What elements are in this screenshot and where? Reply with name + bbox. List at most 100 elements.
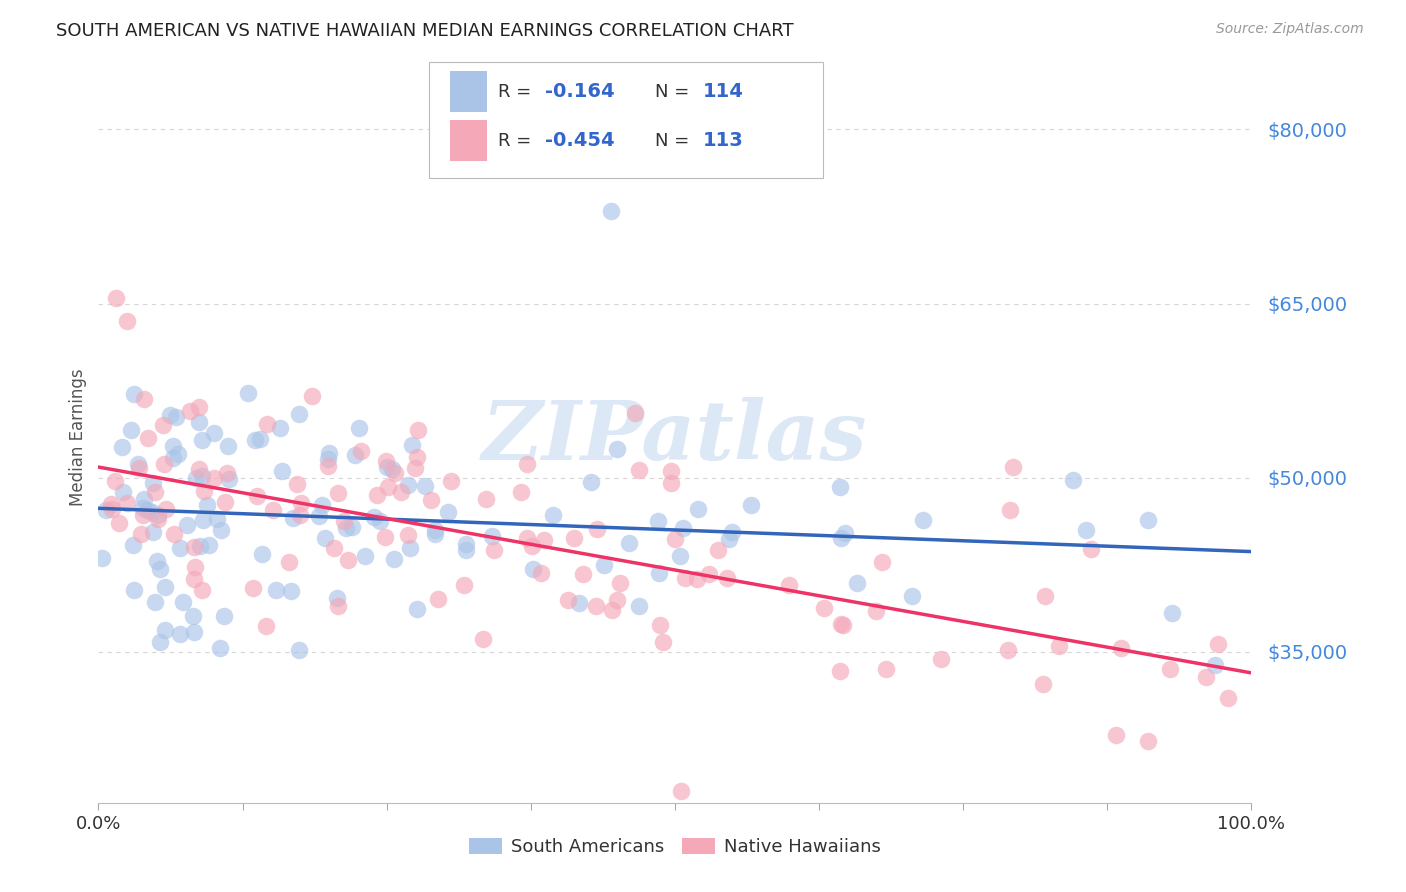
Point — [609, 576, 631, 591]
Point — [384, 466, 406, 480]
Point — [1137, 734, 1160, 748]
Point — [122, 582, 145, 597]
Point — [831, 618, 853, 632]
Point — [288, 407, 311, 421]
Point — [149, 562, 172, 576]
Point — [183, 540, 205, 554]
Point — [454, 536, 477, 550]
Point — [217, 439, 239, 453]
Point — [406, 423, 429, 437]
Point — [188, 540, 211, 554]
Point — [288, 508, 311, 523]
Point — [1159, 662, 1181, 676]
Point — [659, 463, 682, 477]
Point — [707, 542, 730, 557]
Point — [377, 480, 399, 494]
Point — [1109, 641, 1132, 656]
Point — [875, 662, 897, 676]
Point — [132, 392, 155, 406]
Point — [1206, 636, 1229, 650]
Point — [929, 652, 952, 666]
Point — [122, 538, 145, 552]
Point — [474, 491, 496, 506]
Bar — [450, 71, 486, 112]
Point — [865, 604, 887, 618]
Point — [245, 433, 267, 447]
Point — [350, 444, 373, 458]
Text: 113: 113 — [703, 131, 744, 150]
Point — [426, 591, 449, 606]
Point — [214, 494, 236, 508]
Point — [652, 635, 675, 649]
Point — [870, 555, 893, 569]
Point — [172, 595, 194, 609]
Point — [209, 523, 232, 537]
Point — [389, 485, 412, 500]
Point — [673, 571, 696, 585]
Point — [672, 521, 695, 535]
Point — [153, 580, 176, 594]
Point — [374, 530, 396, 544]
Point — [998, 502, 1021, 516]
Point — [165, 409, 187, 424]
Point — [717, 533, 740, 547]
Point — [141, 505, 163, 519]
Point — [647, 566, 669, 580]
Point — [129, 527, 152, 541]
Point — [453, 578, 475, 592]
Point — [382, 552, 405, 566]
Point — [1216, 690, 1239, 705]
Point — [212, 608, 235, 623]
Point — [436, 505, 458, 519]
Bar — [450, 120, 486, 161]
Point — [1047, 639, 1070, 653]
Point — [100, 497, 122, 511]
Point — [720, 524, 742, 539]
Text: -0.164: -0.164 — [546, 82, 614, 101]
Point — [543, 508, 565, 523]
Point — [669, 549, 692, 563]
Point — [404, 461, 426, 475]
Point — [326, 591, 349, 606]
Point — [128, 460, 150, 475]
Point — [195, 498, 218, 512]
Point — [336, 553, 359, 567]
Point — [249, 432, 271, 446]
Point — [1080, 542, 1102, 557]
Point — [314, 531, 336, 545]
Point — [396, 528, 419, 542]
Point — [256, 417, 278, 431]
Point — [381, 462, 404, 476]
Point — [340, 519, 363, 533]
Point — [564, 531, 586, 545]
Point — [138, 431, 160, 445]
Point — [187, 461, 209, 475]
Point — [143, 595, 166, 609]
Point — [90, 550, 112, 565]
Text: Source: ZipAtlas.com: Source: ZipAtlas.com — [1216, 22, 1364, 37]
Point — [423, 523, 446, 537]
Point — [269, 421, 291, 435]
Point — [142, 525, 165, 540]
Point — [572, 567, 595, 582]
Point — [1136, 513, 1159, 527]
Point — [132, 508, 155, 523]
Point — [142, 475, 165, 490]
Text: 114: 114 — [703, 82, 744, 101]
Text: ZIPatlas: ZIPatlas — [482, 397, 868, 477]
Point — [132, 501, 155, 516]
Point — [354, 549, 377, 563]
Point — [111, 440, 134, 454]
Point — [557, 593, 579, 607]
Point — [440, 475, 463, 489]
Point — [316, 458, 339, 473]
Point — [218, 471, 240, 485]
Point — [107, 516, 129, 531]
Point — [169, 627, 191, 641]
Point — [344, 448, 367, 462]
Point — [262, 503, 284, 517]
Point — [813, 601, 835, 615]
Point — [522, 562, 544, 576]
Y-axis label: Median Earnings: Median Earnings — [69, 368, 87, 506]
Point — [283, 510, 305, 524]
